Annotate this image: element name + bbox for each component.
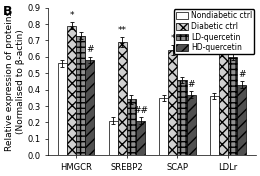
Bar	[127, 99, 136, 155]
Bar	[118, 42, 127, 155]
Bar	[168, 50, 178, 155]
Legend: Nondiabetic ctrl, Diabetic ctrl, LD-quercetin, HD-quercetin: Nondiabetic ctrl, Diabetic ctrl, LD-quer…	[174, 9, 254, 54]
Bar	[76, 36, 85, 155]
Text: *: *	[69, 11, 74, 20]
Bar	[219, 40, 228, 155]
Text: *: *	[171, 34, 175, 43]
Text: #: #	[86, 45, 94, 54]
Text: ##: ##	[133, 106, 148, 115]
Bar	[67, 26, 76, 155]
Y-axis label: Relative expression of proteins
(Normalised to β-actin): Relative expression of proteins (Normali…	[5, 11, 25, 152]
Bar	[136, 121, 145, 155]
Bar	[228, 57, 237, 155]
Text: #: #	[187, 80, 195, 89]
Text: B: B	[3, 5, 12, 18]
Bar	[159, 98, 168, 155]
Bar	[85, 60, 94, 155]
Bar	[58, 63, 67, 155]
Bar	[237, 85, 246, 155]
Text: *: *	[221, 26, 226, 35]
Bar	[187, 95, 196, 155]
Text: **: **	[118, 26, 127, 35]
Bar	[210, 96, 219, 155]
Bar	[178, 80, 187, 155]
Bar	[109, 121, 118, 155]
Text: #: #	[238, 70, 246, 79]
